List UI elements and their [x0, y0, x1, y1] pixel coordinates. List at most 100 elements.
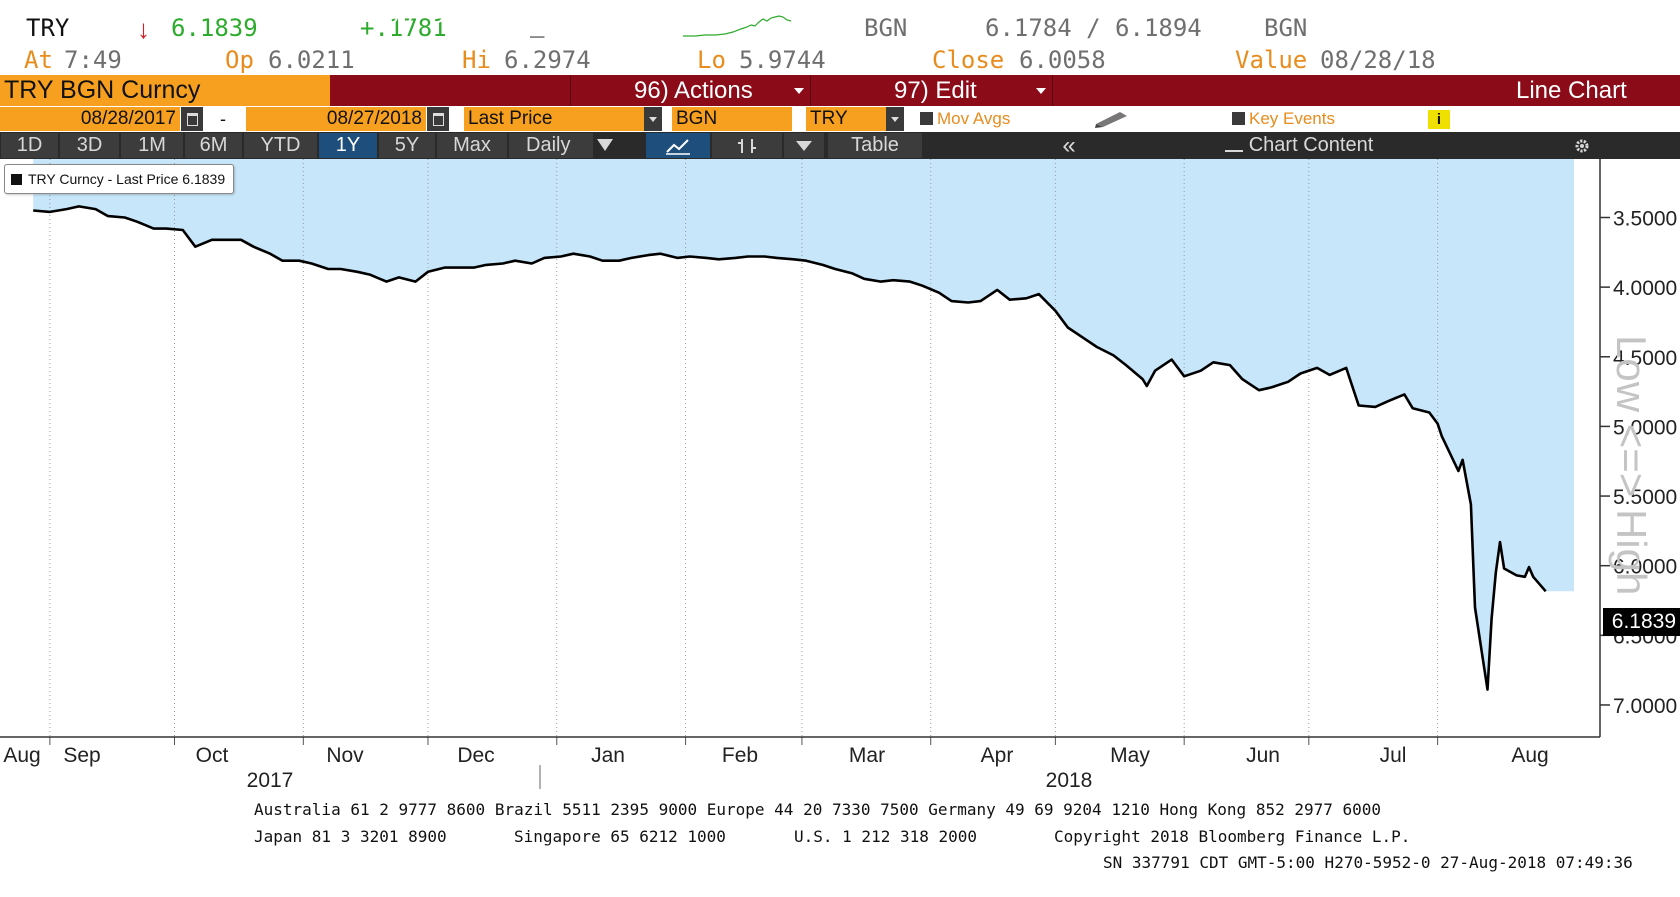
x-year-label: 2018 [1046, 769, 1093, 789]
security-field[interactable]: TRY BGN Curncy [0, 75, 330, 106]
period-3d[interactable]: 3D [60, 133, 119, 158]
edit-chevron-down-icon[interactable] [1036, 88, 1046, 94]
start-calendar-icon[interactable] [181, 107, 203, 131]
frequency-chevron-down-icon[interactable] [597, 139, 613, 151]
chart-legend[interactable]: TRY Curncy - Last Price 6.1839 [4, 164, 235, 194]
x-year-label: 2017 [247, 769, 294, 789]
low-label: Lo [697, 46, 726, 74]
start-date-field[interactable]: 08/28/2017 [0, 107, 180, 131]
y-tick-label: 6.0000 [1613, 556, 1677, 579]
footer-japan: Japan 81 3 3201 8900 [254, 827, 447, 846]
chart-content-label: Chart Content [1248, 134, 1374, 156]
net-change: +.1781 [360, 14, 447, 42]
chart-type-label[interactable]: Line Chart [1516, 77, 1627, 104]
y-tick-label: 5.0000 [1613, 416, 1677, 439]
close-label: Close [932, 46, 1005, 74]
period-ytd[interactable]: YTD [244, 133, 317, 158]
period-1d[interactable]: 1D [1, 133, 58, 158]
end-calendar-icon[interactable] [427, 107, 449, 131]
gear-icon[interactable] [1484, 133, 1679, 158]
footer-contacts-line1: Australia 61 2 9777 8600 Brazil 5511 239… [254, 800, 1382, 819]
currency-field[interactable]: TRY [806, 107, 886, 131]
at-value: 7:49 [64, 46, 122, 74]
date-separator: - [220, 109, 226, 129]
value-date: 08/28/18 [1320, 46, 1436, 74]
frequency-select[interactable]: Daily [509, 133, 593, 158]
footer-us: U.S. 1 212 318 2000 [794, 827, 978, 846]
line-chart: Aug Sep Oct Nov Dec Jan Feb Mar Apr May Jun Jul Aug 2… [0, 159, 1677, 789]
currency-dropdown-icon[interactable] [886, 107, 904, 131]
end-date-field[interactable]: 08/27/2018 [246, 107, 426, 131]
x-tick-label: Dec [457, 744, 494, 767]
price-area-fill [33, 159, 1575, 690]
bar-chart-icon[interactable] [712, 133, 782, 158]
period-1y[interactable]: 1Y [319, 133, 377, 158]
bid-ask: 6.1784 / 6.1894 [985, 14, 1202, 42]
legend-swatch [11, 174, 22, 185]
x-tick-label: Nov [326, 744, 364, 767]
x-tick-label: Jun [1246, 744, 1280, 767]
legend-label: TRY Curncy - Last Price 6.1839 [28, 171, 226, 187]
info-icon[interactable]: i [1428, 110, 1450, 129]
x-tick-label: Jul [1380, 744, 1407, 767]
pencil-icon[interactable] [1094, 110, 1130, 128]
key-events-label[interactable]: Key Events [1249, 109, 1335, 128]
x-tick-label: May [1110, 744, 1150, 767]
high-label: Hi [462, 46, 491, 74]
table-button[interactable]: Table [828, 133, 922, 158]
collapse-icon[interactable]: « [1024, 133, 1114, 158]
actions-chevron-down-icon[interactable] [794, 88, 804, 94]
value-date-label: Value [1235, 46, 1308, 74]
close-value: 6.0058 [1019, 46, 1106, 74]
last-price: 6.1839 [171, 14, 258, 42]
dash-mark: _ [530, 10, 545, 38]
open-label: Op [225, 46, 254, 74]
x-tick-label: Aug [3, 744, 40, 767]
chart-content-icon [1224, 136, 1243, 152]
high-value: 6.2974 [504, 46, 591, 74]
down-arrow-icon: ↓ [137, 14, 150, 44]
menu-divider [570, 75, 571, 106]
mov-avgs-checkbox[interactable] [920, 112, 933, 125]
x-tick-label: Mar [849, 744, 885, 767]
sparkline-icon [683, 15, 792, 37]
x-tick-label: Oct [196, 744, 229, 767]
period-6m[interactable]: 6M [185, 133, 242, 158]
x-tick-label: Sep [63, 744, 100, 767]
low-value: 5.9744 [739, 46, 826, 74]
period-1m[interactable]: 1M [121, 133, 183, 158]
compare-menu[interactable]: 95) Compare [386, 2, 527, 29]
x-tick-label: Aug [1511, 744, 1548, 767]
menu-divider [1052, 75, 1053, 106]
ticker: TRY [26, 14, 70, 42]
price-series-line [33, 205, 1547, 691]
menu-divider [810, 75, 811, 106]
at-label: At [24, 46, 53, 74]
chart-style-chevron-down-icon[interactable] [784, 133, 824, 158]
price-field-select[interactable]: Last Price [464, 107, 644, 131]
key-events-checkbox[interactable] [1232, 112, 1245, 125]
quote-source: BGN [864, 14, 908, 42]
x-tick-label: Feb [722, 744, 758, 767]
last-price-badge: 6.1839 [1603, 608, 1680, 636]
y-tick-label: 5.5000 [1613, 486, 1677, 509]
period-max[interactable]: Max [437, 133, 507, 158]
price-field-dropdown-icon[interactable] [644, 107, 662, 131]
source-field[interactable]: BGN [672, 107, 792, 131]
line-chart-icon[interactable] [646, 133, 710, 158]
period-5y[interactable]: 5Y [379, 133, 435, 158]
mov-avgs-label[interactable]: Mov Avgs [937, 109, 1011, 128]
edit-menu[interactable]: 97) Edit [894, 77, 977, 104]
chart-content-button[interactable]: Chart Content [1116, 133, 1482, 158]
y-tick-label: 4.0000 [1613, 277, 1677, 300]
y-tick-label: 3.5000 [1613, 207, 1677, 230]
footer-singapore: Singapore 65 6212 1000 [514, 827, 726, 846]
y-tick-label: 4.5000 [1613, 347, 1677, 370]
footer-copyright: Copyright 2018 Bloomberg Finance L.P. [1054, 827, 1411, 846]
open-value: 6.0211 [268, 46, 355, 74]
actions-menu[interactable]: 96) Actions [634, 77, 753, 104]
x-tick-label: Apr [981, 744, 1014, 767]
y-axis-title: Low <=> High [1608, 335, 1655, 596]
y-tick-label: 7.0000 [1613, 695, 1677, 718]
footer-session-info: SN 337791 CDT GMT-5:00 H270-5952-0 27-Au… [1103, 853, 1633, 872]
